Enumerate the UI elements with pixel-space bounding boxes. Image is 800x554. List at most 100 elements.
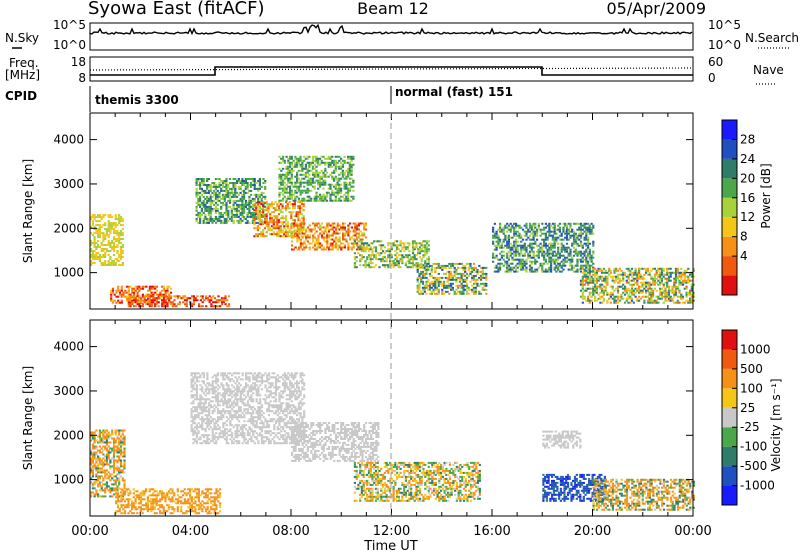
- data-cell: [678, 295, 681, 298]
- data-cell: [415, 262, 418, 265]
- data-cell: [450, 274, 453, 277]
- data-cell: [462, 278, 465, 281]
- data-cell: [576, 222, 579, 225]
- data-cell: [91, 473, 94, 476]
- data-cell: [465, 282, 469, 285]
- data-cell: [683, 269, 686, 272]
- data-cell: [104, 214, 107, 217]
- data-cell: [348, 189, 351, 192]
- data-cell: [192, 299, 195, 302]
- data-cell: [133, 295, 136, 298]
- data-cell: [479, 276, 483, 279]
- data-cell: [145, 301, 148, 304]
- data-cell: [112, 437, 116, 440]
- data-cell: [576, 258, 579, 261]
- data-cell: [565, 250, 569, 253]
- data-cell: [109, 461, 112, 464]
- data-cell: [301, 228, 304, 231]
- data-cell: [627, 301, 630, 304]
- data-cell: [185, 303, 188, 306]
- data-cell: [350, 177, 353, 180]
- data-cell: [485, 278, 488, 281]
- data-cell: [283, 189, 286, 192]
- data-cell: [347, 199, 350, 202]
- data-cell: [325, 191, 329, 194]
- data-cell: [276, 219, 279, 222]
- data-cell: [282, 187, 285, 190]
- data-cell: [147, 303, 150, 306]
- data-cell: [340, 183, 343, 186]
- data-cell: [299, 159, 302, 162]
- data-cell: [451, 264, 454, 267]
- data-cell: [343, 222, 346, 225]
- data-cell: [421, 272, 425, 275]
- data-cell: [641, 275, 644, 278]
- data-cell: [462, 264, 465, 267]
- data-cell: [418, 282, 421, 285]
- data-cell: [296, 234, 299, 237]
- data-cell: [91, 443, 94, 446]
- data-cell: [530, 224, 533, 227]
- data-cell: [562, 258, 565, 261]
- data-cell: [209, 211, 212, 214]
- data-cell: [132, 488, 135, 491]
- data-cell: [666, 293, 669, 296]
- data-cell: [152, 301, 155, 304]
- data-cell: [285, 191, 288, 194]
- data-cell: [439, 264, 442, 267]
- data-cell: [687, 267, 690, 270]
- data-cell: [483, 276, 486, 279]
- data-cell: [322, 195, 325, 198]
- data-cell: [546, 238, 549, 241]
- data-cell: [347, 161, 350, 164]
- data-cell: [483, 266, 486, 269]
- data-cell: [587, 262, 590, 265]
- data-cell: [98, 467, 101, 470]
- data-cell: [425, 250, 429, 253]
- data-cell: [315, 240, 318, 243]
- data-cell: [509, 250, 512, 253]
- data-cell: [97, 224, 100, 227]
- data-cell: [93, 244, 96, 246]
- data-cell: [594, 285, 597, 288]
- data-cell: [306, 236, 309, 239]
- data-cell: [367, 256, 371, 259]
- data-cell: [583, 264, 586, 267]
- data-cell: [317, 222, 320, 225]
- data-cell: [536, 232, 539, 235]
- data-cell: [107, 437, 110, 440]
- data-cell: [93, 445, 96, 448]
- data-cell: [403, 256, 406, 259]
- data-cell: [457, 286, 460, 289]
- data-cell: [650, 287, 653, 290]
- data-cell: [315, 199, 318, 202]
- data-cell: [265, 213, 268, 216]
- data-cell: [557, 264, 560, 267]
- data-cell: [283, 233, 286, 236]
- data-cell: [327, 175, 330, 178]
- data-cell: [218, 182, 221, 184]
- data-cell: [492, 226, 495, 229]
- data-cell: [164, 299, 167, 302]
- data-cell: [90, 435, 93, 438]
- data-cell: [590, 256, 593, 259]
- data-cell: [499, 262, 502, 265]
- data-cell: [380, 258, 383, 261]
- data-cell: [548, 248, 551, 251]
- data-cell: [530, 262, 533, 265]
- data-cell: [141, 293, 144, 296]
- data-cell: [678, 271, 681, 274]
- data-cell: [123, 435, 126, 438]
- data-cell: [97, 435, 100, 438]
- data-cell: [692, 291, 695, 294]
- data-cell: [674, 289, 678, 292]
- data-cell: [349, 230, 352, 233]
- data-cell: [228, 199, 232, 202]
- data-cell: [416, 284, 419, 287]
- data-cell: [248, 197, 251, 200]
- data-cell: [234, 195, 237, 198]
- data-cell: [290, 169, 293, 172]
- data-cell: [320, 155, 323, 158]
- data-cell: [100, 495, 103, 498]
- data-cell: [418, 292, 421, 295]
